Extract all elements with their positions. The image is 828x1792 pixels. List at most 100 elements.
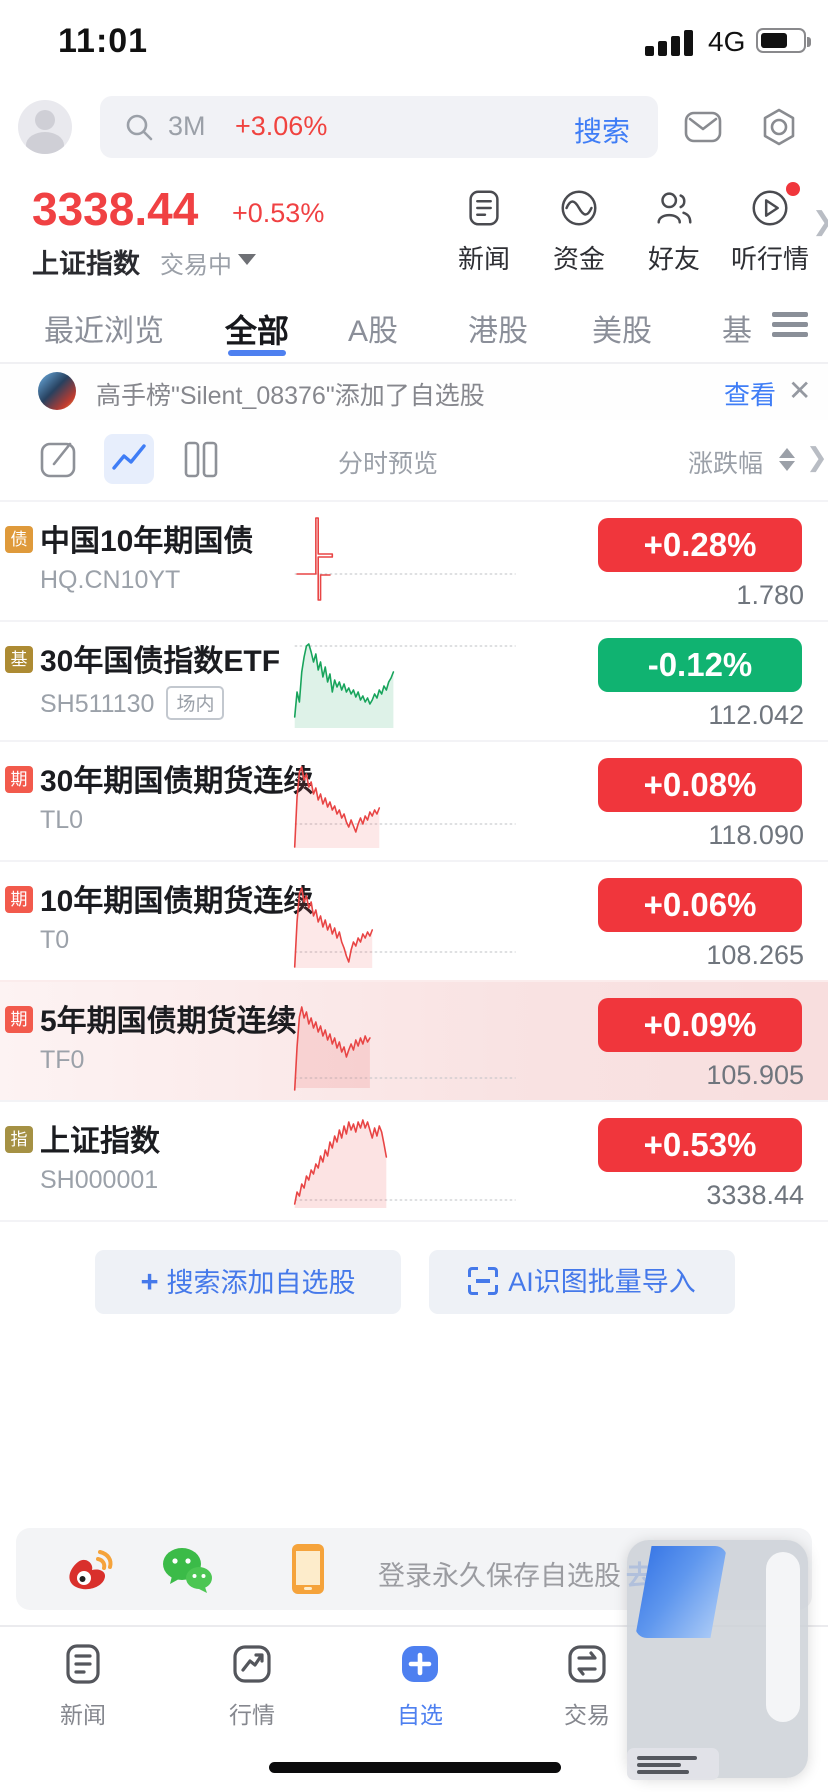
sparkline-view-icon[interactable] — [104, 434, 154, 484]
quick-action-label: 新闻 — [457, 244, 510, 274]
sparkline-chart — [290, 992, 525, 1092]
login-hint-text: 登录永久保存自选股 — [378, 1561, 621, 1591]
active-tab-underline — [228, 350, 286, 356]
friends-icon — [657, 192, 692, 224]
quick-action-funds[interactable]: 资金 — [531, 186, 627, 276]
more-chevron-icon[interactable]: ❯ — [812, 206, 828, 237]
stock-code: TF0 — [40, 1046, 85, 1074]
wechat-icon[interactable] — [158, 1542, 216, 1598]
type-badge: 期 — [5, 886, 33, 913]
stock-row[interactable]: 期 10年期国债期货连续 T0 +0.06% 108.265 — [0, 860, 828, 980]
stock-price: 1.780 — [736, 580, 804, 610]
home-indicator[interactable] — [269, 1762, 561, 1773]
search-icon — [126, 114, 153, 141]
notification-dot — [786, 182, 800, 196]
sparkline-chart — [290, 1112, 525, 1208]
change-percent-button[interactable]: +0.06% — [598, 878, 802, 932]
divider — [0, 362, 828, 364]
tab-menu-icon[interactable] — [772, 312, 808, 338]
sparkline-chart — [290, 752, 525, 848]
quick-action-friends[interactable]: 好友 — [626, 186, 722, 276]
weibo-icon[interactable] — [64, 1544, 116, 1596]
nav-label: 行情 — [229, 1702, 275, 1728]
index-value[interactable]: 3338.44 — [32, 183, 199, 235]
stock-name: 10年期国债期货连续 — [40, 885, 314, 918]
tab-a-share[interactable]: A股 — [348, 315, 399, 348]
stock-price: 105.905 — [706, 1060, 804, 1090]
stock-code: HQ.CN10YT — [40, 566, 181, 594]
floating-window[interactable] — [627, 1540, 808, 1780]
search-button[interactable]: 搜索 — [573, 116, 630, 147]
change-percent-button[interactable]: +0.28% — [598, 518, 802, 572]
change-percent-button[interactable]: +0.09% — [598, 998, 802, 1052]
watchlist-nav-icon — [402, 1646, 438, 1682]
message-icon[interactable] — [680, 104, 726, 150]
edit-watchlist-icon[interactable] — [34, 434, 84, 484]
nav-label: 自选 — [397, 1702, 443, 1728]
preview-mode-label[interactable]: 分时预览 — [338, 450, 439, 478]
nav-market[interactable]: 行情 — [197, 1641, 307, 1730]
search-hot-query: 3M — [168, 111, 206, 141]
stock-code: SH511130 场内 — [40, 686, 225, 720]
news-icon — [469, 190, 499, 226]
network-type: 4G — [708, 26, 746, 57]
ai-scan-icon — [468, 1267, 499, 1295]
tab-recent[interactable]: 最近浏览 — [44, 315, 164, 348]
floating-window-thumbnail — [635, 1546, 727, 1638]
trade-nav-icon — [568, 1645, 606, 1683]
settings-icon[interactable] — [756, 104, 802, 150]
ai-import-button[interactable]: AI识图批量导入 — [429, 1250, 735, 1314]
market-nav-icon — [233, 1645, 271, 1683]
change-percent-button[interactable]: +0.53% — [598, 1118, 802, 1172]
floating-window-handle — [627, 1748, 719, 1780]
phone-icon[interactable] — [290, 1542, 326, 1596]
type-badge: 基 — [5, 646, 33, 673]
stock-price: 112.042 — [708, 700, 804, 730]
stock-code: T0 — [40, 926, 70, 954]
list-toolbar: 分时预览 涨跌幅 ❯ — [0, 428, 828, 494]
quick-action-news[interactable]: 新闻 — [436, 186, 532, 276]
sparkline-chart — [290, 632, 525, 728]
stock-price: 3338.44 — [706, 1180, 804, 1210]
nav-watchlist-active[interactable]: 自选 — [365, 1641, 475, 1730]
tab-us[interactable]: 美股 — [592, 315, 652, 348]
stock-row[interactable]: 基 30年国债指数ETF SH511130 场内 -0.12% 112.042 — [0, 620, 828, 740]
type-badge: 债 — [5, 526, 33, 553]
tab-all[interactable]: 全部 — [225, 313, 290, 349]
floating-window-scrollbar — [766, 1552, 800, 1722]
nav-news[interactable]: 新闻 — [28, 1641, 138, 1730]
sparkline-chart — [290, 512, 525, 612]
type-badge: 期 — [5, 1006, 33, 1033]
stock-name: 中国10年期国债 — [40, 525, 254, 558]
change-percent-button[interactable]: +0.08% — [598, 758, 802, 812]
notice-view-link[interactable]: 查看 — [724, 380, 777, 410]
search-hot-change: +3.06% — [235, 111, 328, 141]
grid-view-icon[interactable] — [176, 434, 226, 484]
sort-arrows-icon[interactable] — [779, 448, 795, 471]
sort-chevron-icon[interactable]: ❯ — [806, 442, 828, 472]
sort-by-change-label[interactable]: 涨跌幅 — [688, 450, 764, 478]
add-watchlist-button[interactable]: + 搜索添加自选股 — [95, 1250, 401, 1314]
tab-hk[interactable]: 港股 — [468, 315, 528, 348]
change-percent-button[interactable]: -0.12% — [598, 638, 802, 692]
stock-name: 30年国债指数ETF — [40, 645, 281, 678]
stock-code: TL0 — [40, 806, 84, 834]
index-dropdown-icon[interactable] — [238, 254, 256, 265]
search-input[interactable]: 3M +3.06% 搜索 — [100, 96, 658, 158]
stock-row-highlighted[interactable]: 期 5年期国债期货连续 TF0 +0.09% 105.905 — [0, 980, 828, 1100]
quick-action-listen[interactable]: 听行情 — [722, 182, 818, 276]
notice-avatar — [38, 372, 76, 410]
tab-fund[interactable]: 基 — [722, 315, 752, 348]
nav-trade[interactable]: 交易 — [532, 1641, 642, 1730]
index-name: 上证指数 — [32, 249, 140, 279]
notice-close-icon[interactable]: ✕ — [788, 375, 812, 406]
notice-text: 高手榜"Silent_08376"添加了自选股 — [96, 382, 485, 410]
news-nav-icon — [66, 1644, 100, 1684]
stock-name: 5年期国债期货连续 — [40, 1005, 297, 1038]
user-avatar[interactable] — [18, 100, 72, 154]
stock-row[interactable]: 债 中国10年期国债 HQ.CN10YT +0.28% 1.780 — [0, 500, 828, 620]
stock-row[interactable]: 指 上证指数 SH000001 +0.53% 3338.44 — [0, 1100, 828, 1220]
nav-label: 交易 — [564, 1702, 610, 1728]
stock-row[interactable]: 期 30年期国债期货连续 TL0 +0.08% 118.090 — [0, 740, 828, 860]
stock-price: 108.265 — [706, 940, 804, 970]
